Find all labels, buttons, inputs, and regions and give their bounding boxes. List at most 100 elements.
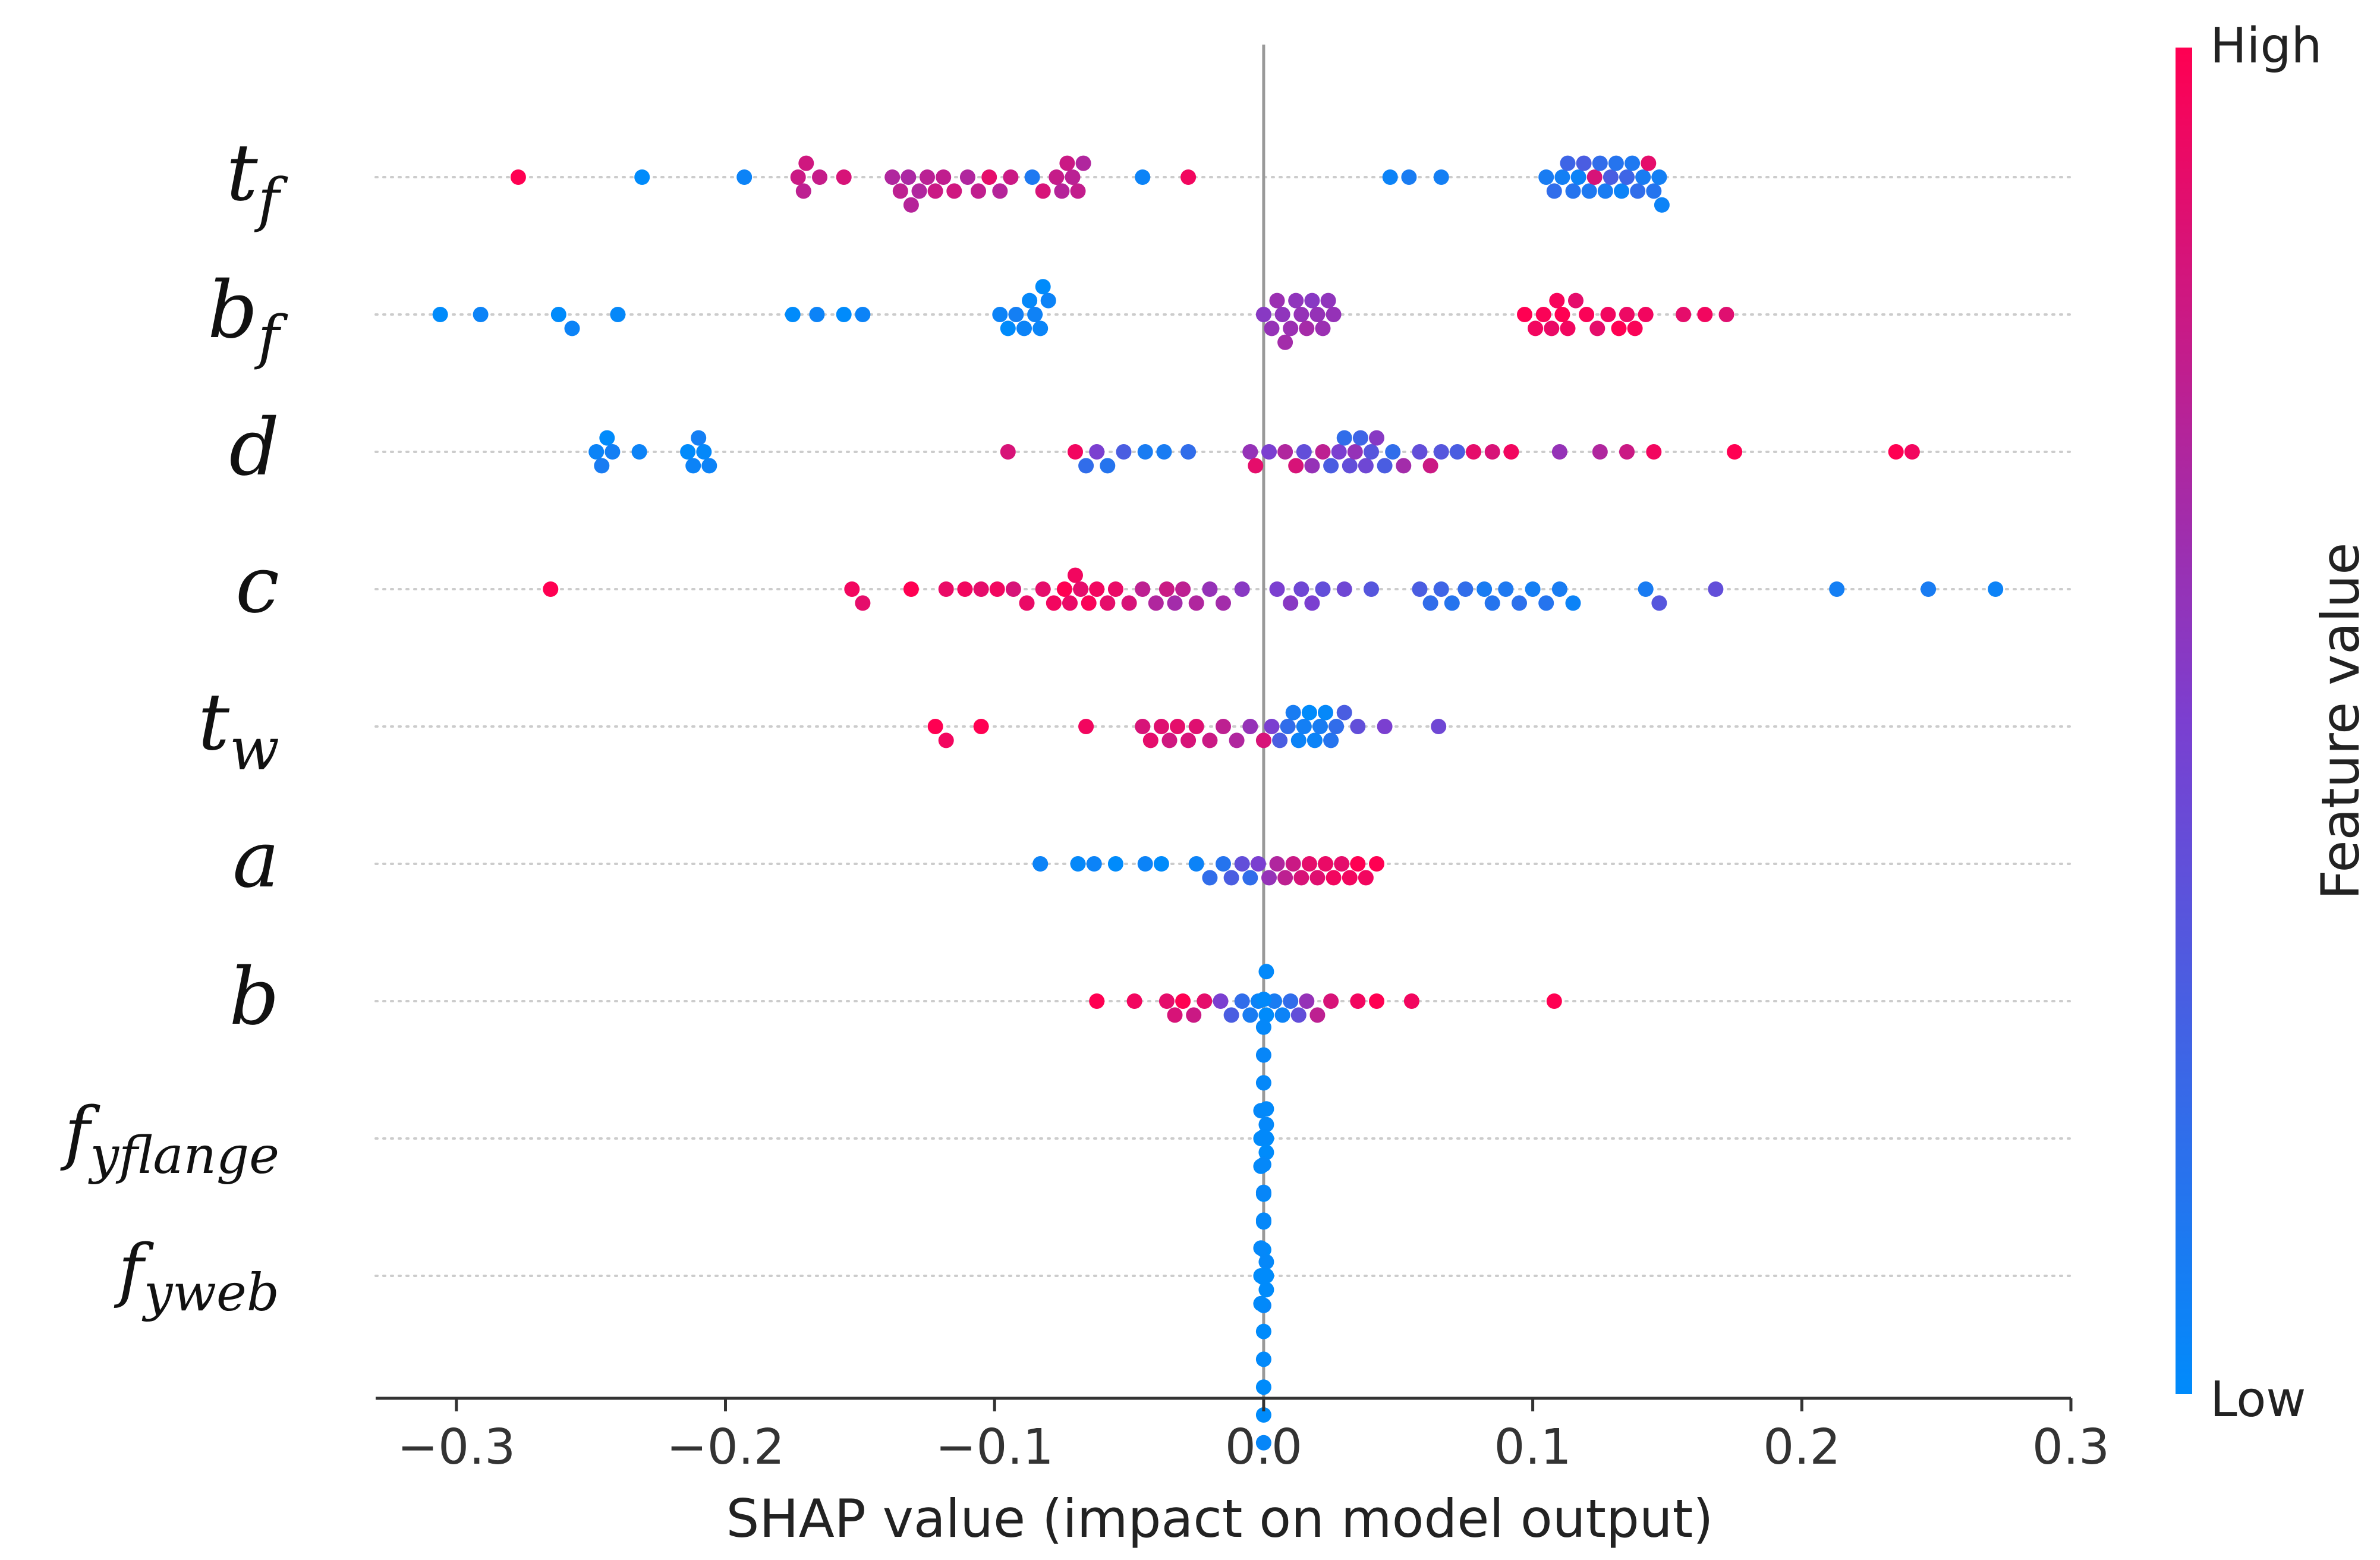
shap-point xyxy=(1630,183,1646,199)
shap-point xyxy=(1829,581,1845,597)
shap-point xyxy=(1167,1007,1183,1023)
shap-point xyxy=(1597,183,1613,199)
shap-point xyxy=(1078,458,1094,474)
shap-point xyxy=(1258,1101,1274,1117)
feature-label: tf xyxy=(226,127,288,234)
x-tick-label: 0.0 xyxy=(1225,1419,1302,1476)
shap-point xyxy=(1024,169,1040,185)
shap-point xyxy=(1326,307,1342,322)
shap-point xyxy=(1250,856,1266,872)
shap-point xyxy=(1234,856,1250,872)
feature-label-base: a xyxy=(232,814,279,905)
shap-point xyxy=(1288,292,1304,309)
shap-point xyxy=(1255,732,1271,748)
shap-point xyxy=(1264,719,1280,734)
shap-point xyxy=(1264,320,1280,336)
shap-point xyxy=(1255,1047,1271,1063)
shap-point xyxy=(911,183,927,199)
shap-point xyxy=(1054,183,1070,199)
shap-point xyxy=(1188,719,1204,734)
shap-point xyxy=(901,169,917,185)
shap-point xyxy=(1293,581,1309,597)
shap-point xyxy=(1401,169,1417,185)
shap-point xyxy=(1202,732,1218,748)
shap-point xyxy=(1269,581,1285,597)
shap-point xyxy=(1627,320,1643,336)
feature-label-base: c xyxy=(235,539,279,631)
shap-point xyxy=(1350,719,1366,734)
shap-point xyxy=(680,444,696,460)
shap-point xyxy=(1336,430,1352,446)
shap-point xyxy=(1188,856,1204,872)
shap-point xyxy=(1242,1007,1258,1023)
shap-point xyxy=(1301,856,1317,872)
feature-label: bf xyxy=(207,265,288,372)
shap-point xyxy=(1035,183,1051,199)
shap-point xyxy=(1255,1075,1271,1091)
shap-point xyxy=(1089,993,1105,1009)
shap-point xyxy=(1003,169,1019,185)
shap-point xyxy=(1318,704,1333,721)
shap-point xyxy=(1258,964,1274,980)
shap-point xyxy=(1358,870,1374,886)
shap-point xyxy=(1358,458,1374,474)
shap-point xyxy=(1350,993,1366,1009)
shap-point xyxy=(1444,595,1460,611)
shap-point xyxy=(1116,444,1132,460)
shap-point xyxy=(1600,307,1616,322)
shap-point xyxy=(1323,732,1339,748)
shap-point xyxy=(973,719,989,734)
shap-point xyxy=(927,719,943,734)
shap-point xyxy=(1377,719,1393,734)
shap-point xyxy=(1347,444,1363,460)
shap-point xyxy=(1288,458,1304,474)
shap-point xyxy=(1277,870,1293,886)
shap-point xyxy=(1431,719,1447,734)
feature-label: c xyxy=(235,539,279,631)
shap-point xyxy=(1016,320,1032,336)
shap-point xyxy=(1019,595,1035,611)
shap-point xyxy=(795,183,811,199)
shap-point xyxy=(1065,169,1081,185)
shap-point xyxy=(1022,292,1038,309)
shap-point xyxy=(1261,870,1277,886)
shap-point xyxy=(1512,595,1527,611)
shap-point xyxy=(1565,595,1581,611)
shap-point xyxy=(971,183,986,199)
shap-point xyxy=(1253,1295,1269,1311)
x-tick-label: 0.2 xyxy=(1763,1419,1840,1476)
shap-point xyxy=(936,169,952,185)
shap-point xyxy=(1242,444,1258,460)
shap-point xyxy=(1377,458,1393,474)
shap-point xyxy=(1255,1019,1271,1035)
shap-point xyxy=(1068,444,1083,460)
shap-point xyxy=(1255,1379,1271,1395)
shap-point xyxy=(1272,732,1288,748)
shap-point xyxy=(1586,169,1603,185)
shap-point xyxy=(1369,993,1384,1009)
shap-point xyxy=(1307,732,1323,748)
x-axis: −0.3 −0.2 −0.1 0.0 0.1 0.2 0.3 xyxy=(376,1397,2110,1476)
shap-point xyxy=(1568,292,1583,309)
feature-label: fyweb xyxy=(114,1230,279,1323)
shap-point xyxy=(1323,993,1339,1009)
shap-point xyxy=(1396,458,1412,474)
shap-point xyxy=(1888,444,1904,460)
shap-point xyxy=(1100,595,1116,611)
shap-point xyxy=(701,458,717,474)
shap-point xyxy=(1517,307,1532,322)
shap-point xyxy=(1280,719,1296,734)
shap-point xyxy=(1290,732,1307,748)
colorbar: High Low Feature value xyxy=(2176,18,2371,1428)
shap-point xyxy=(1625,155,1641,171)
shap-point xyxy=(1255,1351,1271,1367)
shap-point xyxy=(798,155,814,171)
shap-point xyxy=(631,444,647,460)
shap-point xyxy=(892,183,908,199)
shap-point xyxy=(1503,444,1519,460)
shap-point xyxy=(1412,581,1428,597)
shap-point xyxy=(855,595,871,611)
shap-point xyxy=(1062,595,1078,611)
shap-point xyxy=(1433,444,1449,460)
